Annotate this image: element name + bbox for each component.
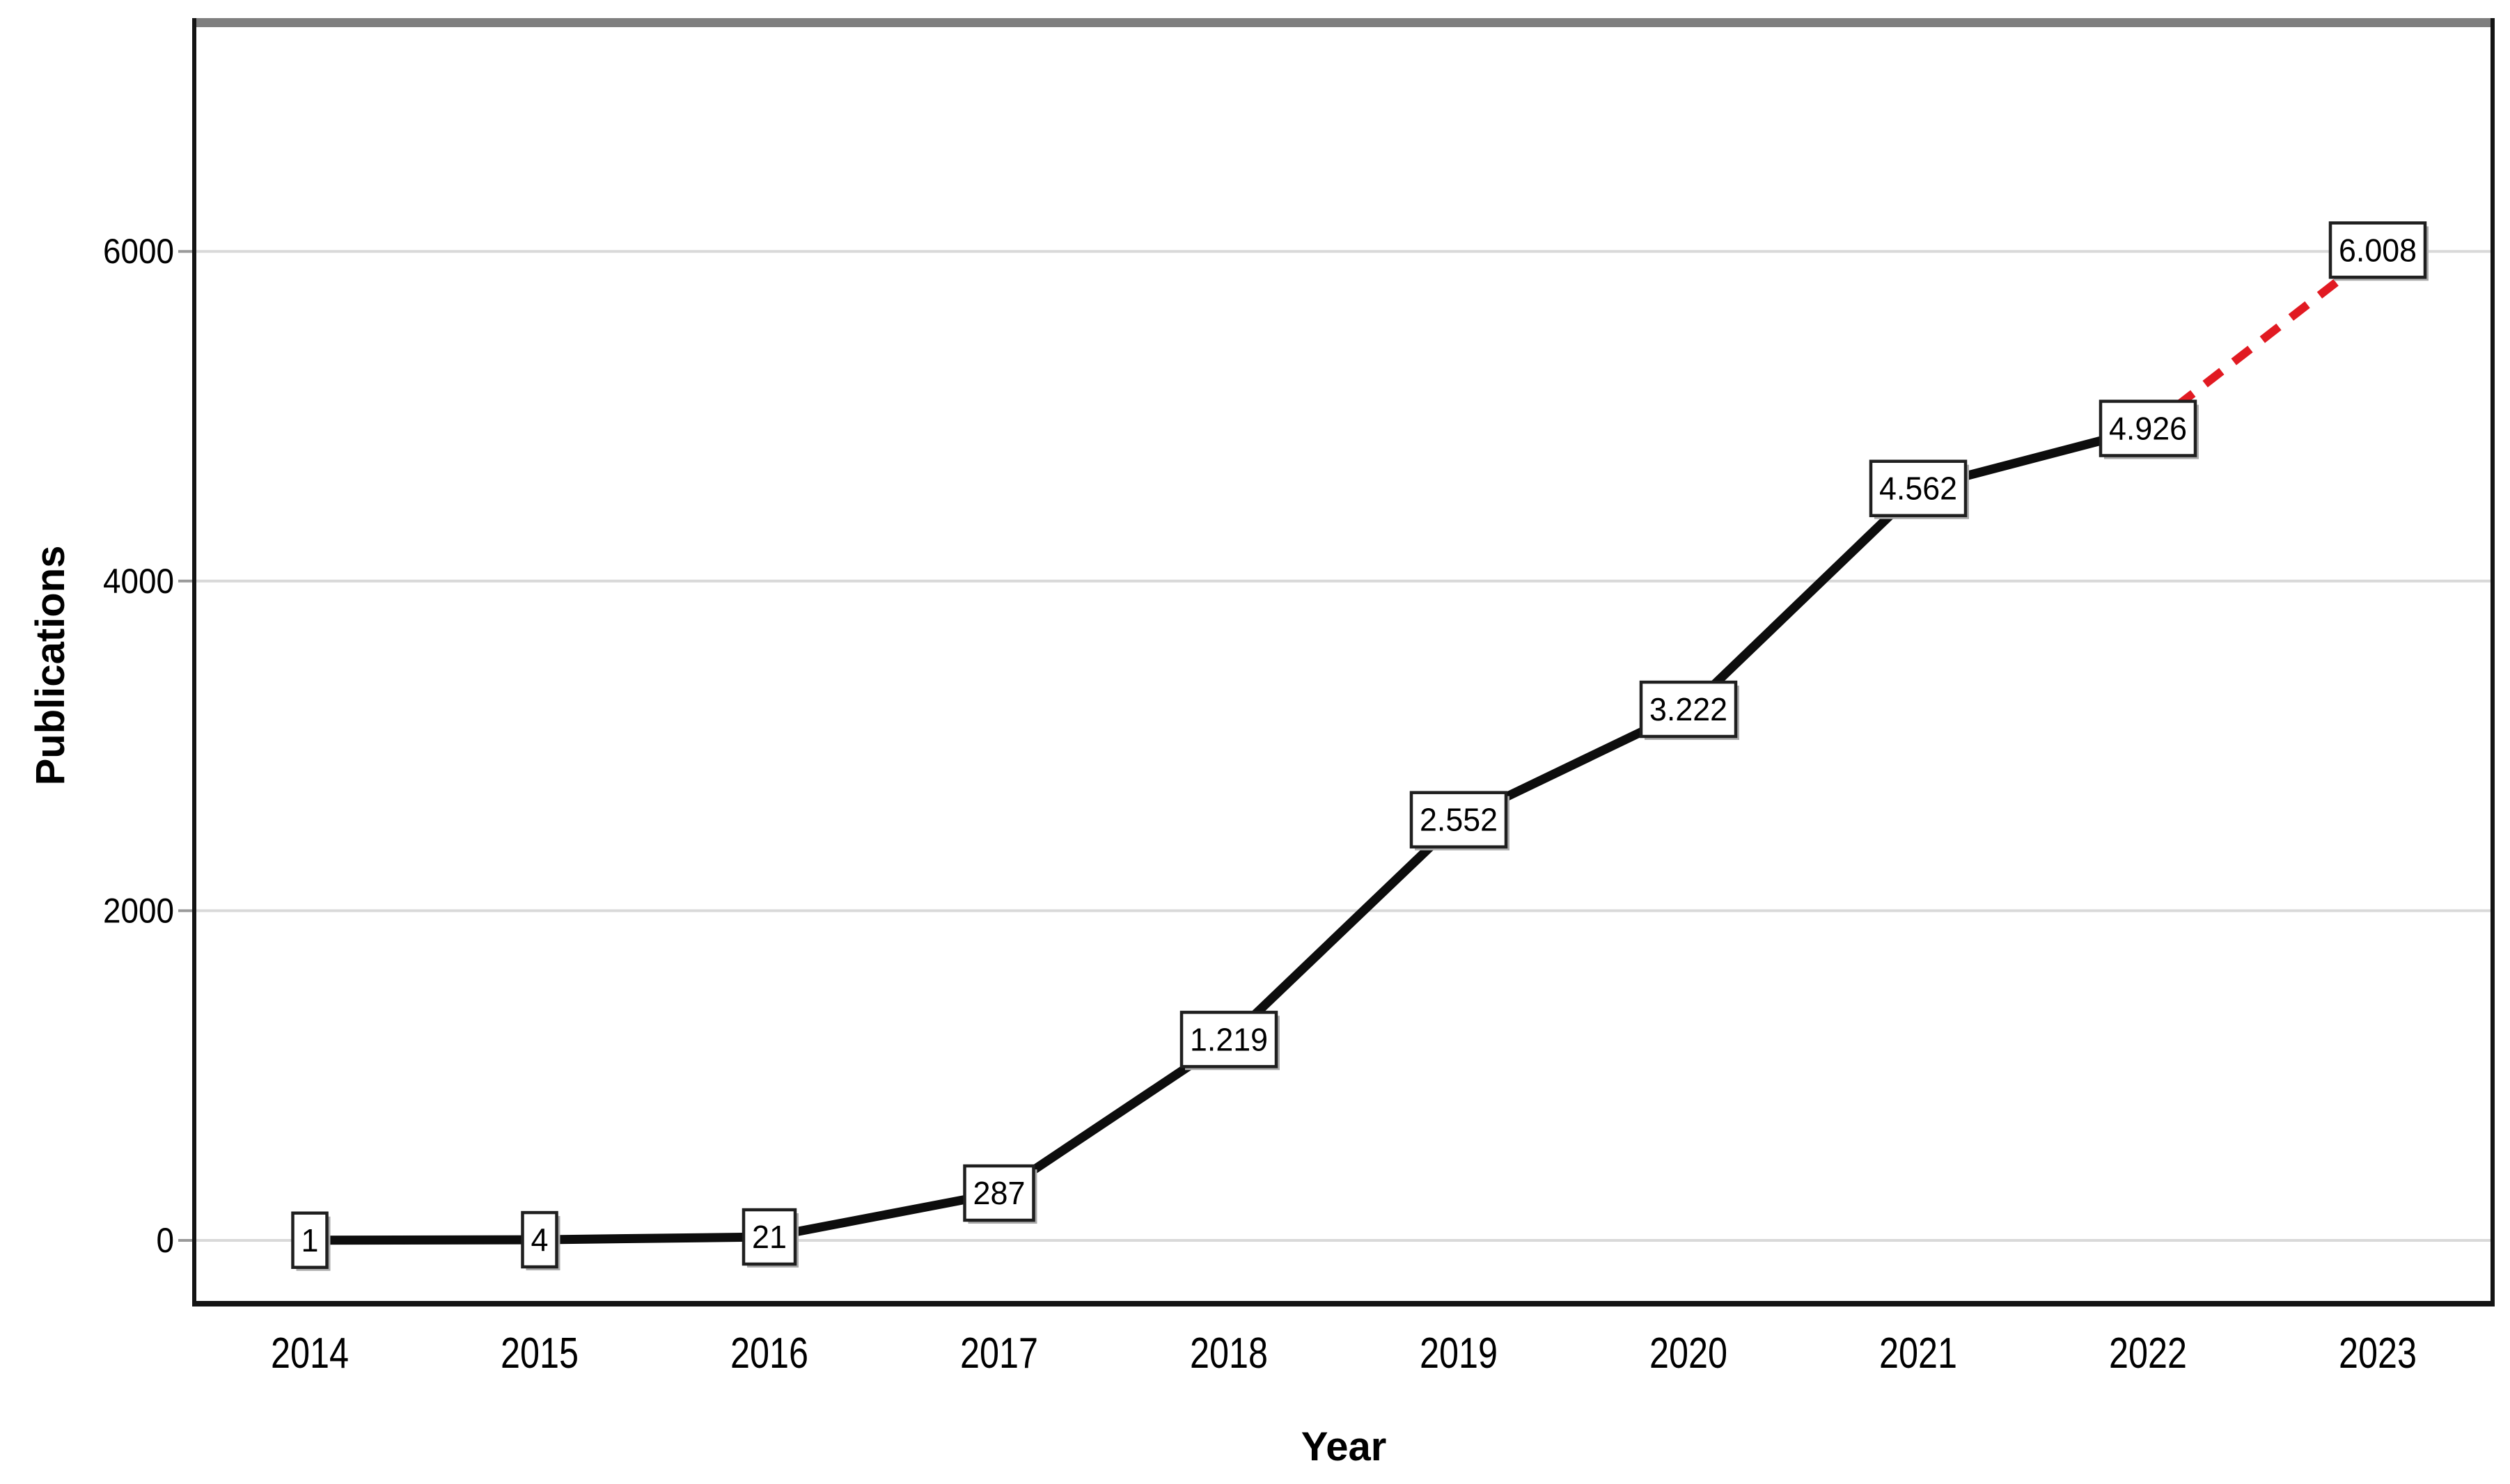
data-label-box: [2328, 221, 2427, 279]
x-tick-label: 2021: [1879, 1329, 1957, 1378]
y-axis-ticks: 0 2000 4000 6000: [103, 232, 192, 1260]
data-label: 6.008: [2328, 221, 2429, 281]
y-axis-title: Publications: [28, 546, 73, 786]
data-label-box: [2099, 400, 2197, 457]
x-tick-label: 2018: [1190, 1329, 1268, 1378]
data-label-box: [1869, 459, 1968, 517]
series-line-group: [309, 424, 2149, 1245]
x-tick-label: 2019: [1420, 1329, 1498, 1378]
data-label-box: [1179, 1011, 1278, 1068]
data-label: 4.926: [2099, 400, 2199, 459]
data-label-box: [1639, 680, 1738, 739]
plot-frame: [192, 18, 2495, 1307]
x-axis-title: Year: [1301, 1424, 1387, 1469]
x-tick-label: 2014: [271, 1329, 349, 1378]
data-label-box: [291, 1211, 329, 1270]
data-label-text: 4.926: [2109, 411, 2187, 447]
data-label-text: 4: [531, 1222, 549, 1258]
data-label-box: [1409, 791, 1508, 848]
x-tick-label: 2017: [960, 1329, 1038, 1378]
data-label-text: 6.008: [2339, 232, 2417, 268]
frame-bottom-edge: [192, 1301, 2495, 1307]
data-label: 4.562: [1869, 459, 1969, 519]
y-tick-label: 4000: [103, 562, 174, 601]
frame-right-edge: [2491, 18, 2495, 1307]
data-label: 1.219: [1179, 1011, 1280, 1071]
data-label: 2.552: [1409, 791, 1509, 851]
projection-dashed-line: [2145, 246, 2380, 432]
data-label-text: 4.562: [1879, 471, 1957, 507]
series-line: [309, 424, 2149, 1245]
data-label-text: 1: [301, 1222, 319, 1258]
data-label-text: 1.219: [1190, 1021, 1268, 1057]
data-label: 4: [521, 1210, 560, 1271]
data-label-box: [521, 1210, 558, 1269]
y-tick-label: 6000: [103, 232, 174, 271]
x-tick-label: 2015: [501, 1329, 579, 1378]
projection-dashed-line-group: [2145, 246, 2380, 432]
data-label: 287: [963, 1164, 1037, 1224]
data-label-text: 2.552: [1420, 802, 1498, 838]
frame-top-edge: [192, 18, 2495, 27]
y-tick-label: 2000: [103, 891, 174, 930]
data-label-text: 3.222: [1649, 691, 1727, 727]
x-tick-label: 2023: [2339, 1329, 2417, 1378]
x-axis-ticks: 2014 2015 2016 2017 2018 2019 2020 2021 2022 2023: [271, 1329, 2417, 1378]
x-tick-label: 2020: [1649, 1329, 1727, 1378]
data-label-box: [742, 1208, 797, 1266]
x-tick-label: 2022: [2109, 1329, 2187, 1378]
data-label-box: [963, 1164, 1035, 1222]
data-label: 21: [742, 1208, 799, 1268]
data-labels: 1 4 21 287 1.219 2.552 3.222 4.562 4.926 6.008: [291, 221, 2429, 1271]
data-label-text: 21: [752, 1219, 787, 1255]
frame-left-edge: [192, 18, 196, 1307]
y-tick-label: 0: [157, 1221, 175, 1260]
gridlines: [196, 250, 2491, 1242]
data-label-text: 287: [973, 1175, 1026, 1211]
x-tick-label: 2016: [730, 1329, 808, 1378]
data-label: 1: [291, 1211, 331, 1271]
data-label: 3.222: [1639, 680, 1739, 741]
